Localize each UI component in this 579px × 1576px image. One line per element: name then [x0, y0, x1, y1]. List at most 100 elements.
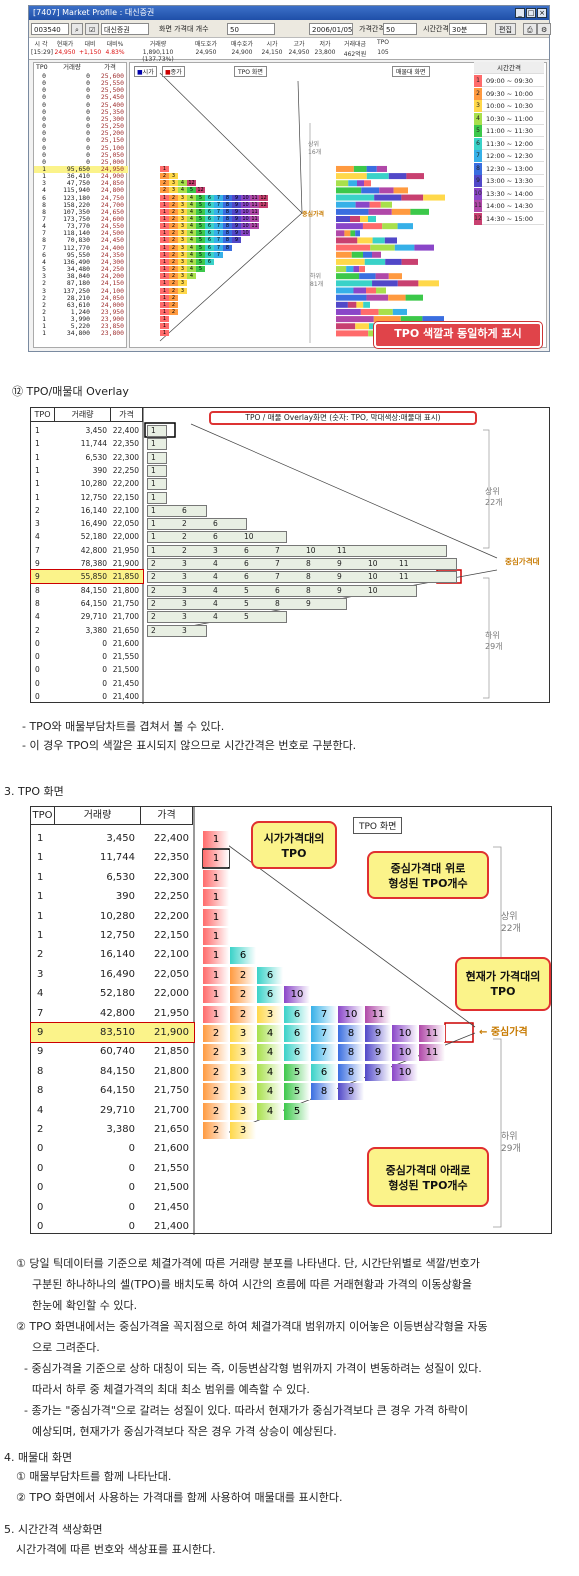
table-row[interactable]: 0 0 25,550	[34, 80, 128, 87]
overlay-row[interactable]: 4 52,180 22,000	[31, 530, 143, 543]
table-row[interactable]: 0 0 25,350	[34, 108, 128, 116]
table-row[interactable]: 2 1,240 23,950	[34, 308, 128, 316]
overlay-tpo-number: 11	[399, 572, 409, 582]
overlay-row[interactable]: 2 16,140 22,100	[31, 504, 143, 517]
tpo-row[interactable]: 4 29,710 21,700	[31, 1101, 194, 1120]
screen-count-select[interactable]: 50	[227, 23, 275, 35]
table-row[interactable]: 1 36,410 24,900	[34, 173, 128, 180]
overlay-row[interactable]: 1 10,280 22,200	[31, 477, 143, 490]
table-row[interactable]: 1 5,220 23,850	[34, 323, 128, 330]
overlay-row[interactable]: 1 6,530 22,300	[31, 451, 143, 464]
tpo-row[interactable]: 1 390 22,250	[31, 887, 194, 906]
tpo-row[interactable]: 4 52,180 22,000	[31, 984, 194, 1003]
overlay-row[interactable]: 9 78,380 21,900	[31, 557, 143, 570]
date-input[interactable]: 2006/01/05	[309, 23, 353, 35]
tpo-row[interactable]: 0 0 21,400	[31, 1217, 194, 1236]
table-row[interactable]: 7 118,140 24,500	[34, 230, 128, 237]
overlay-row[interactable]: 1 11,744 22,350	[31, 437, 143, 450]
overlay-row[interactable]: 8 64,150 21,750	[31, 597, 143, 610]
tpo-row[interactable]: 0 0 21,500	[31, 1178, 194, 1197]
tpo-row[interactable]: 1 6,530 22,300	[31, 868, 194, 887]
maximize-button[interactable]: □	[526, 8, 536, 18]
overlay-row[interactable]: 3 16,490 22,050	[31, 517, 143, 530]
table-row[interactable]: 0 0 25,050	[34, 151, 128, 159]
tpo-screen-button[interactable]: TPO 화면	[234, 66, 267, 77]
table-row[interactable]: 0 0 25,150	[34, 137, 128, 144]
table-row[interactable]: 4 115,940 24,800	[34, 187, 128, 194]
overlay-row[interactable]: 0 0 21,400	[31, 690, 143, 703]
table-row[interactable]: 3 47,750 24,850	[34, 180, 128, 187]
tpo-row[interactable]: 2 16,140 22,100	[31, 945, 194, 964]
checkbox-icon[interactable]: ☑	[85, 23, 100, 35]
minimize-button[interactable]: _	[515, 8, 525, 18]
overlay-row[interactable]: 9 55,850 21,850	[30, 569, 144, 585]
settings-icon[interactable]: ⚙	[537, 23, 552, 35]
table-row[interactable]: 6 123,180 24,750	[34, 194, 128, 202]
overlay-tpo-number: 4	[213, 585, 218, 595]
overlay-row[interactable]: 2 3,380 21,650	[31, 624, 143, 637]
stock-code-input[interactable]: 003540	[31, 23, 69, 35]
table-row[interactable]: 0 0 25,100	[34, 144, 128, 152]
table-row[interactable]: 8 70,830 24,450	[34, 237, 128, 244]
table-row[interactable]: 2 63,610 24,000	[34, 301, 128, 309]
table-row[interactable]: 7 173,750 24,600	[34, 216, 128, 223]
tpo-row[interactable]: 0 0 21,550	[31, 1159, 194, 1178]
overlay-row[interactable]: 0 0 21,600	[31, 637, 143, 650]
overlay-row[interactable]: 1 390 22,250	[31, 464, 143, 477]
table-row[interactable]: 2 28,210 24,050	[34, 294, 128, 302]
volume-cell: 390	[92, 465, 107, 475]
table-row[interactable]: 0 0 25,300	[34, 115, 128, 123]
price-interval-select[interactable]: 50	[383, 23, 417, 35]
overlay-row[interactable]: 0 0 21,450	[31, 677, 143, 690]
tpo-row[interactable]: 1 11,744 22,350	[31, 848, 194, 867]
table-row[interactable]: 2 87,180 24,150	[34, 280, 128, 287]
table-row[interactable]: 3 137,250 24,100	[34, 287, 128, 295]
tpo-cell: 4	[187, 244, 196, 251]
quote-value: 462억원	[343, 51, 367, 58]
overlay-row[interactable]: 0 0 21,500	[31, 663, 143, 676]
search-icon[interactable]: ⌕	[71, 23, 83, 35]
overlay-row[interactable]: 4 29,710 21,700	[31, 610, 143, 623]
tpo-row[interactable]: 9 60,740 21,850	[31, 1042, 194, 1061]
overlay-row[interactable]: 7 42,800 21,950	[31, 544, 143, 557]
overlay-row[interactable]: 1 3,450 22,400	[31, 424, 143, 437]
time-interval-select[interactable]: 30분	[449, 23, 487, 35]
table-row[interactable]: 1 3,990 23,900	[34, 316, 128, 323]
overlay-tpo-number: 3	[182, 572, 187, 582]
overlay-row[interactable]: 1 12,750 22,150	[31, 491, 143, 504]
table-row[interactable]: 0 0 25,400	[34, 101, 128, 109]
tpo-row[interactable]: 1 10,280 22,200	[31, 907, 194, 926]
table-row[interactable]: 0 0 25,600	[34, 73, 128, 80]
tpo-row[interactable]: 8 64,150 21,750	[31, 1081, 194, 1100]
tpo-row[interactable]: 2 3,380 21,650	[31, 1120, 194, 1139]
tpo-row[interactable]: 0 0 21,450	[31, 1198, 194, 1217]
table-row[interactable]: 1 34,800 23,800	[34, 330, 128, 337]
table-row[interactable]: 8 107,350 24,650	[34, 208, 128, 216]
table-row[interactable]: 0 0 25,000	[34, 158, 128, 166]
table-row[interactable]: 5 34,480 24,250	[34, 266, 128, 273]
overlay-row[interactable]: 0 0 21,550	[31, 650, 143, 663]
table-row[interactable]: 4 136,490 24,300	[34, 258, 128, 266]
table-row[interactable]: 0 0 25,200	[34, 130, 128, 137]
tpo-row[interactable]: 7 42,800 21,950	[31, 1004, 194, 1023]
overlay-row[interactable]: 8 84,150 21,800	[31, 584, 143, 597]
table-row[interactable]: 3 38,040 24,200	[34, 273, 128, 280]
tpo-row[interactable]: 1 3,450 22,400	[31, 829, 194, 848]
table-row[interactable]: 4 73,770 24,550	[34, 223, 128, 230]
volume-screen-button[interactable]: 매물대 화면	[392, 66, 430, 77]
print-icon[interactable]: ⎙	[523, 23, 537, 35]
tpo-row[interactable]: 9 83,510 21,900	[30, 1021, 195, 1044]
edit-button[interactable]: 편집	[495, 23, 516, 35]
tpo-row[interactable]: 1 12,750 22,150	[31, 926, 194, 945]
tpo-row[interactable]: 0 0 21,600	[31, 1139, 194, 1158]
tpo-row[interactable]: 8 84,150 21,800	[31, 1062, 194, 1081]
table-row[interactable]: 7 112,770 24,400	[34, 244, 128, 252]
table-row[interactable]: 0 0 25,450	[34, 94, 128, 101]
table-row[interactable]: 8 158,220 24,700	[34, 201, 128, 209]
table-row[interactable]: 6 95,550 24,350	[34, 251, 128, 259]
table-row[interactable]: 0 0 25,500	[34, 87, 128, 94]
table-row[interactable]: 0 0 25,250	[34, 123, 128, 130]
close-button[interactable]: ×	[537, 8, 547, 18]
table-row[interactable]: 1 95,650 24,950	[34, 165, 128, 173]
tpo-row[interactable]: 3 16,490 22,050	[31, 965, 194, 984]
